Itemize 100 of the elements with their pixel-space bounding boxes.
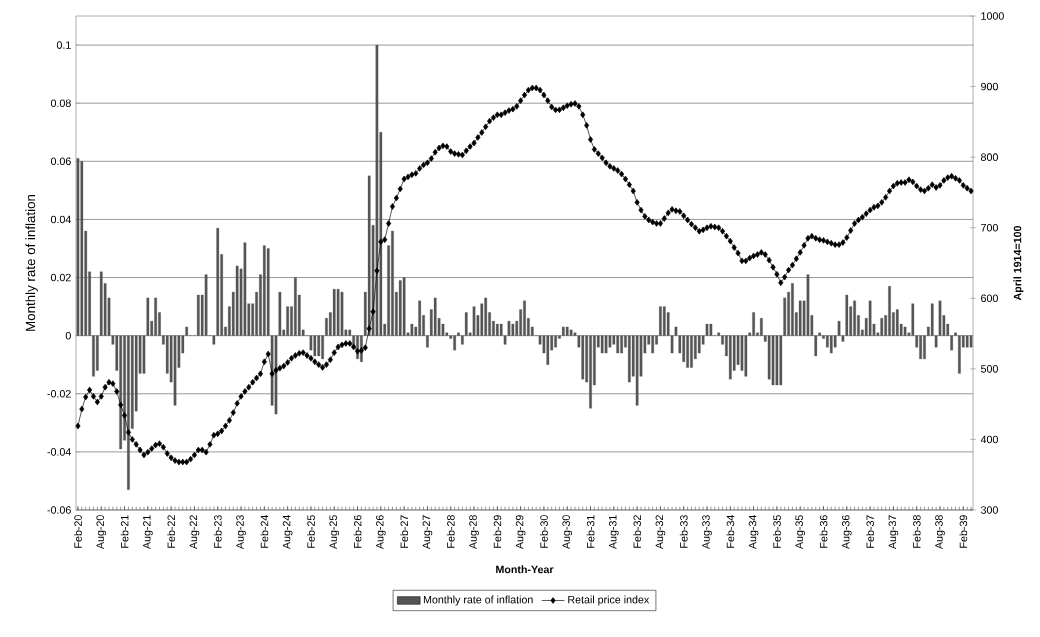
bar (554, 335, 557, 348)
x-tick-label: Feb-37 (866, 515, 875, 548)
x-tick-label: Feb-24 (260, 515, 269, 548)
x-tick-label: Feb-22 (167, 515, 176, 548)
x-tick-label: Feb-20 (74, 515, 82, 548)
x-tick-label: Feb-28 (446, 515, 455, 548)
x-tick-label: Aug-25 (329, 515, 340, 550)
bar (616, 335, 620, 354)
x-tick-label: Feb-34 (726, 515, 735, 548)
bar (791, 283, 794, 336)
x-tick-label: Feb-30 (539, 515, 548, 548)
y-tick-label: 0.06 (50, 157, 71, 166)
x-tick-label: Aug-20 (96, 515, 107, 550)
legend-label: Retail price index (568, 595, 650, 606)
bar (546, 335, 550, 365)
bar (903, 326, 907, 336)
x-tick-label: Aug-37 (888, 515, 899, 550)
y-tick-label: -0.04 (47, 448, 71, 456)
bar (119, 335, 122, 450)
y-tick-label: -0.06 (47, 506, 71, 514)
bar (888, 286, 891, 336)
bar (472, 306, 476, 336)
bar (965, 335, 969, 348)
bar (628, 335, 631, 383)
bar (798, 300, 802, 336)
y-tick-label: 0.04 (50, 215, 71, 224)
bar (651, 335, 654, 354)
bar (391, 230, 394, 336)
bar (600, 335, 604, 354)
bar (76, 158, 80, 336)
bar (958, 335, 961, 374)
bar (829, 335, 833, 354)
y2-tick-label: 900 (981, 82, 998, 91)
bar (196, 294, 200, 336)
bar (375, 44, 379, 336)
bar (868, 300, 872, 336)
bar (620, 335, 623, 354)
x-tick-label: Feb-33 (679, 515, 688, 548)
bar (686, 335, 689, 368)
x-tick-label: Aug-26 (376, 515, 386, 550)
bar (235, 265, 239, 336)
bar (410, 323, 414, 336)
bar (919, 335, 922, 360)
x-tick-label: Aug-35 (795, 515, 806, 550)
bar (367, 175, 371, 336)
bar (775, 335, 779, 386)
bar (728, 335, 732, 380)
y2-tick-label: 400 (980, 435, 998, 444)
bar (127, 335, 130, 490)
bar (453, 335, 456, 351)
bar (332, 289, 336, 336)
x-tick-label: Feb-35 (772, 515, 781, 548)
bar (173, 335, 177, 406)
x-axis-title: Month-Year (496, 565, 554, 574)
bar (317, 335, 321, 357)
x-tick-label: Aug-23 (236, 515, 246, 550)
x-tick-label: Feb-38 (912, 515, 921, 548)
bar (398, 280, 402, 336)
bar (433, 297, 437, 336)
bar (262, 245, 266, 336)
x-tick-label: Feb-21 (120, 515, 129, 548)
x-tick-label: Aug-33 (702, 515, 712, 550)
y-tick-label: 0.08 (50, 99, 71, 107)
y-tick-label: 0.02 (50, 273, 71, 282)
y2-axis-title: April 1914=100 (1013, 225, 1024, 301)
x-tick-label: Aug-27 (422, 515, 433, 550)
bar (581, 335, 585, 380)
y2-tick-label: 300 (980, 506, 998, 514)
x-tick-label: Feb-29 (493, 515, 502, 548)
x-tick-label: Feb-39 (959, 515, 968, 548)
bar (853, 300, 856, 336)
bar (523, 300, 526, 336)
bar (635, 335, 639, 406)
bar (569, 329, 573, 336)
bar (561, 326, 565, 336)
bar (154, 297, 157, 336)
bar (752, 312, 755, 336)
y2-tick-label: 500 (980, 365, 998, 373)
x-tick-label: Aug-34 (748, 515, 759, 550)
x-tick-label: Aug-36 (841, 515, 852, 550)
y-tick-label: -0.02 (47, 389, 71, 398)
bar (402, 277, 406, 336)
bar (690, 335, 693, 368)
x-tick-label: Feb-25 (307, 515, 315, 548)
bar (880, 318, 884, 336)
y2-tick-label: 1000 (981, 12, 1004, 20)
y-tick-label: 0 (65, 331, 71, 340)
bar (204, 274, 208, 336)
x-tick-label: Aug-28 (469, 515, 479, 550)
bar (294, 277, 297, 336)
bar (744, 335, 748, 377)
x-tick-label: Feb-23 (213, 515, 222, 548)
bar (80, 161, 84, 336)
x-tick-label: Aug-30 (562, 515, 573, 550)
bar (662, 306, 666, 336)
y2-tick-label: 800 (981, 153, 998, 161)
bar (336, 289, 340, 336)
x-tick-label: Aug-31 (608, 515, 619, 550)
bar (511, 323, 515, 336)
x-tick-label: Feb-27 (400, 515, 409, 548)
